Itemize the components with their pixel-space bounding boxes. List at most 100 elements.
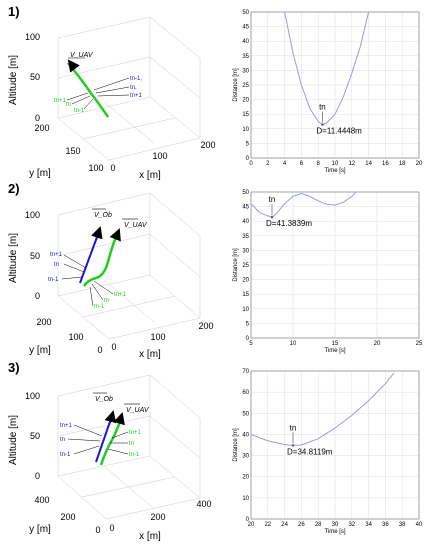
yaxis-label: Distance [m] <box>233 68 239 102</box>
ytick-label: 60 <box>242 390 249 396</box>
ytick-label: 10 <box>242 127 249 133</box>
zaxis-label: Altitude [m] <box>8 55 19 105</box>
xtick-label: 26 <box>298 522 305 528</box>
xtick-label: 0 <box>249 161 253 167</box>
yticklabel: 400 <box>34 495 49 505</box>
annotation-tn-label: tn <box>290 423 297 432</box>
yaxis-label: y [m] <box>29 168 51 179</box>
view3d-panel-2: 100 50 0 Altitude [m] 200 100 0 y [m] 0 … <box>8 192 214 360</box>
green-time-label: tn+1 <box>114 292 127 298</box>
xaxis-label: Time [s] <box>324 348 345 354</box>
ytick-label: 0 <box>246 517 250 523</box>
xtick-label: 16 <box>382 161 389 167</box>
green-time-label: tn-1 <box>129 452 140 458</box>
xtick-label: 20 <box>374 341 381 347</box>
ytick-label: 30 <box>242 248 249 254</box>
zticklabel: 100 <box>25 32 40 42</box>
xtick-label: 5 <box>249 341 253 347</box>
blue-time-label: tn-1 <box>60 452 71 458</box>
ytick-label: 50 <box>242 411 249 417</box>
yticklabel: 150 <box>65 146 80 156</box>
ytick-label: 40 <box>242 219 249 225</box>
uav-vector-label: V_UAV <box>70 52 94 59</box>
ytick-label: 30 <box>242 68 249 74</box>
ytick-label: 50 <box>242 10 249 16</box>
ytick-label: 30 <box>242 454 249 460</box>
distance-series-line <box>250 191 357 218</box>
green-time-label: tn+1 <box>129 430 142 436</box>
ytick-label: 35 <box>242 54 249 60</box>
zticklabel: 50 <box>30 251 40 261</box>
ytick-label: 15 <box>242 112 249 118</box>
panel-label-1: 1) <box>8 4 20 19</box>
xtick-label: 40 <box>416 522 423 528</box>
green-time-label: tn <box>129 441 134 447</box>
uav-trajectory <box>82 231 120 287</box>
ob-vector-label: V_Ob <box>94 212 112 219</box>
xtick-label: 20 <box>416 161 423 167</box>
zticklabel: 100 <box>25 210 40 220</box>
xtick-label: 10 <box>290 341 297 347</box>
xtick-label: 18 <box>399 161 406 167</box>
annotation-distance-label: D=41.3839m <box>266 219 312 228</box>
yticklabel: 200 <box>60 512 75 522</box>
blue-time-label: tn, <box>130 85 137 91</box>
zaxis-label: Altitude [m] <box>8 233 19 283</box>
plot-frame <box>250 11 420 159</box>
xtick-label: 14 <box>365 161 372 167</box>
zticklabel: 0 <box>35 471 40 481</box>
xtick-label: 2 <box>266 161 270 167</box>
distance-series-line <box>250 372 395 446</box>
yticklabel: 100 <box>88 163 103 173</box>
yticklabel: 200 <box>34 123 49 133</box>
annotation-tn-label: tn <box>319 103 326 112</box>
pointer-lines <box>61 254 114 307</box>
zticklabel: 100 <box>25 391 40 401</box>
ob-vector-label: V_Ob <box>95 396 113 403</box>
annotation-distance-label: D=11.4448m <box>316 127 362 136</box>
xaxis-label: x [m] <box>139 531 161 542</box>
distance-series-line <box>284 11 370 126</box>
plot-frame <box>250 370 420 520</box>
ytick-label: 5 <box>246 321 250 327</box>
xtick-label: 28 <box>315 522 322 528</box>
xtick-label: 20 <box>248 522 255 528</box>
ytick-label: 10 <box>242 307 249 313</box>
view3d-box-2 <box>57 192 201 340</box>
xtick-label: 6 <box>300 161 304 167</box>
blue-time-label: tn+1 <box>50 252 63 258</box>
minimum-point <box>291 444 295 447</box>
minimum-point <box>321 123 324 126</box>
uav-velocity-arrow <box>113 412 125 426</box>
blue-time-label: tn <box>60 437 65 443</box>
uav-vector-label: V_UAV <box>126 407 150 414</box>
distance-chart-3: 20 22 24 26 28 30 32 34 36 38 40 0 10 20 30 40 50 60 70 Tim… <box>233 369 423 535</box>
xticklabel: 0 <box>111 342 116 352</box>
minimum-point <box>270 215 274 219</box>
green-time-label: tn <box>66 102 71 108</box>
ytick-label: 5 <box>246 141 250 147</box>
xticklabel: 200 <box>150 512 165 522</box>
xtick-label: 32 <box>348 522 355 528</box>
xticklabel: 0 <box>110 163 115 173</box>
xticklabel: 100 <box>150 332 165 342</box>
yticklabel: 200 <box>36 317 51 327</box>
xticklabel: 0 <box>109 523 114 533</box>
obstacle-velocity-arrow <box>91 226 103 241</box>
ytick-label: 45 <box>242 205 249 211</box>
blue-time-label: tn-1 <box>48 277 59 283</box>
yaxis-label: y [m] <box>29 524 51 535</box>
xaxis-label: x [m] <box>139 349 161 360</box>
xaxis-label: x [m] <box>139 170 161 181</box>
uav-velocity-arrow <box>109 228 121 242</box>
ytick-label: 40 <box>242 432 249 438</box>
xtick-label: 4 <box>283 161 287 167</box>
ytick-label: 20 <box>242 278 249 284</box>
xtick-label: 22 <box>264 522 271 528</box>
annotation-distance-label: D=34.8119m <box>287 447 333 456</box>
ytick-label: 45 <box>242 25 249 31</box>
yaxis-label: Distance [m] <box>233 248 239 282</box>
yaxis-label: Distance [m] <box>233 428 239 462</box>
